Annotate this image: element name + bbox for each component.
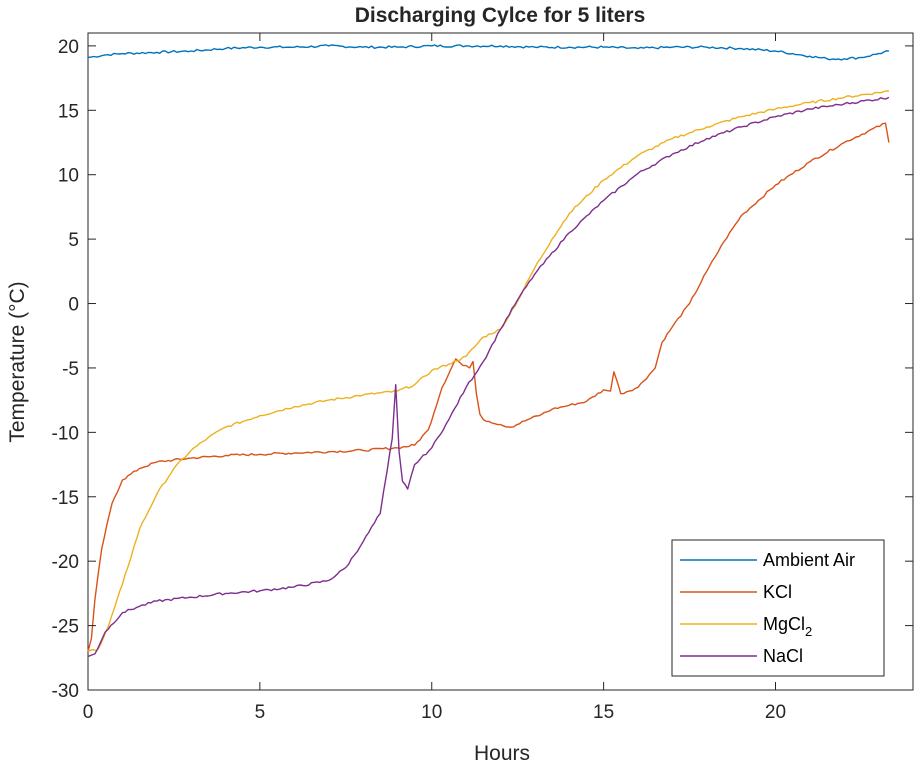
series-layer — [87, 44, 890, 658]
x-tick-label: 10 — [421, 702, 442, 723]
y-tick-label: 10 — [58, 166, 79, 187]
ticks-layer: 0 5 10 15 20 -30 -25 -20 -15 -10 -5 0 5 10 15 20 — [52, 33, 913, 723]
x-tick-label: 15 — [593, 702, 614, 723]
series-line-kcl — [87, 122, 890, 652]
x-tick-label: 0 — [83, 702, 94, 723]
x-axis-label: Hours — [474, 742, 530, 765]
x-tick-label: 20 — [765, 702, 786, 723]
series-line-nacl — [87, 96, 890, 658]
y-tick-label: 0 — [68, 295, 79, 316]
y-tick-label: -10 — [52, 423, 79, 444]
series-line-mgcl — [87, 90, 889, 653]
legend-box — [671, 539, 885, 677]
y-tick-label: -5 — [62, 359, 79, 380]
legend-label: NaCl — [763, 646, 803, 666]
y-tick-label: -30 — [52, 681, 79, 702]
y-tick-label: 15 — [58, 101, 79, 122]
y-tick-label: -20 — [52, 552, 79, 573]
legend-label: MgCl2 — [763, 614, 812, 639]
y-tick-label: 5 — [68, 230, 79, 251]
chart-title: Discharging Cylce for 5 liters — [355, 4, 646, 27]
y-tick-label: 20 — [58, 37, 79, 58]
y-tick-label: -25 — [52, 617, 79, 638]
legend-label: KCl — [763, 582, 792, 602]
series-line-ambient-air — [87, 44, 889, 61]
legend: Ambient Air KCl MgCl2 NaCl — [671, 539, 885, 677]
y-tick-label: -15 — [52, 488, 79, 509]
legend-label: Ambient Air — [763, 550, 855, 570]
y-axis-label: Temperature (°C) — [6, 281, 29, 442]
x-tick-label: 5 — [255, 702, 266, 723]
